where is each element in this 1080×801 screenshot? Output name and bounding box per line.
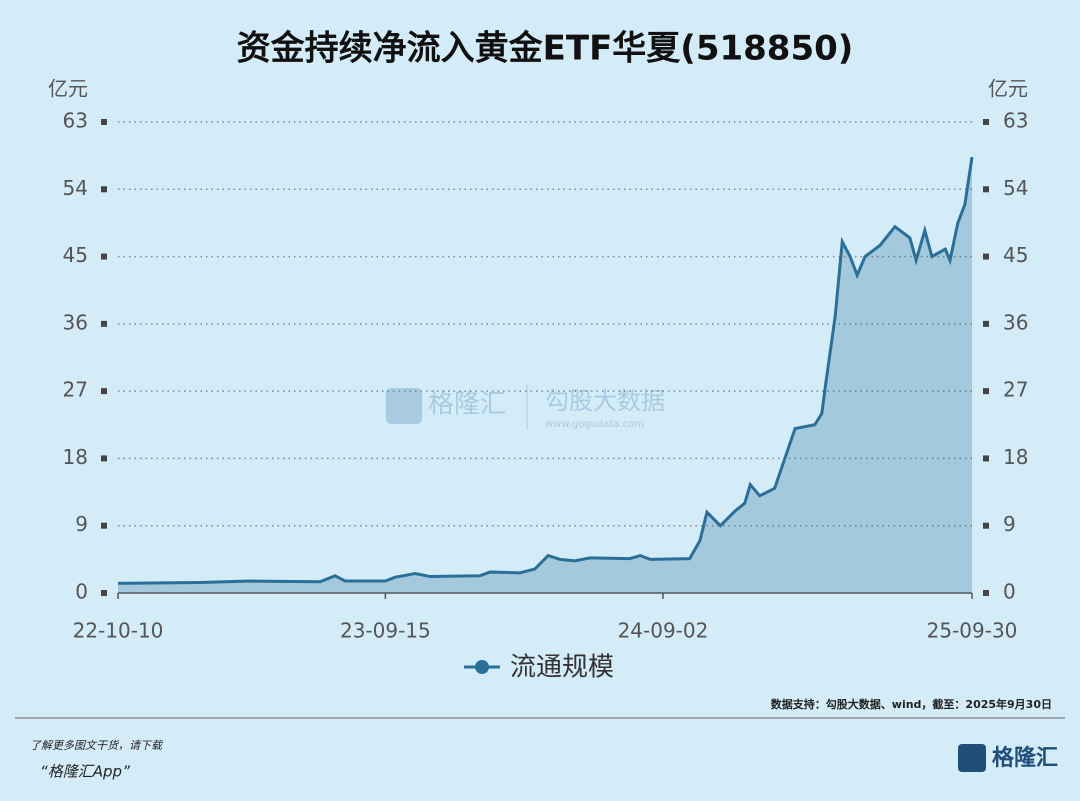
x-tick-label: 22-10-10 — [73, 619, 164, 643]
footer-band — [0, 718, 1080, 801]
y2-tick-mark — [983, 522, 989, 529]
area-fill — [118, 157, 972, 593]
x-tick-label: 25-09-30 — [927, 619, 1018, 643]
y-tick-label: 63 — [63, 109, 88, 133]
y2-tick-label: 45 — [1003, 243, 1028, 267]
legend-label: 流通规模 — [510, 653, 614, 683]
y-tick-label: 9 — [75, 512, 88, 536]
y2-tick-mark — [983, 455, 989, 462]
footer-note: 了解更多图文干货，请下载 — [30, 739, 164, 752]
y-tick-mark — [101, 253, 107, 260]
legend-marker — [475, 660, 489, 674]
watermark: 格隆汇 勾股大数据 www.gogudata.com — [386, 385, 665, 430]
watermark-url: www.gogudata.com — [545, 419, 644, 430]
x-tick-label: 23-09-15 — [340, 619, 431, 643]
footer-app: “格隆汇App” — [40, 763, 130, 781]
y2-tick-mark — [983, 119, 989, 125]
footer-logo: 格隆汇 — [992, 745, 1058, 771]
series-line — [117, 156, 974, 585]
source-note: 数据支持：勾股大数据、wind，截至：2025年9月30日 — [771, 697, 1052, 711]
watermark-icon — [386, 388, 422, 424]
y2-tick-mark — [983, 253, 989, 260]
y2-tick-mark — [983, 388, 989, 395]
y2-tick-mark — [983, 186, 989, 193]
y2-tick-mark — [983, 320, 989, 327]
y-tick-mark — [101, 119, 107, 125]
grid — [117, 121, 974, 594]
y-tick-mark — [101, 455, 107, 462]
y-tick-label: 36 — [63, 310, 88, 334]
watermark-brand: 格隆汇 — [428, 390, 506, 420]
y2-tick-mark — [983, 590, 989, 596]
y-tick-label: 27 — [63, 378, 88, 402]
y-tick-mark — [101, 388, 107, 395]
y-tick-mark — [101, 320, 107, 327]
y2-tick-label: 36 — [1003, 310, 1028, 334]
y2-tick-label: 63 — [1003, 109, 1028, 133]
y2-tick-label: 18 — [1003, 445, 1028, 469]
y-tick-mark — [101, 186, 107, 193]
y-tick-label: 0 — [75, 580, 88, 604]
y2-tick-label: 9 — [1003, 512, 1016, 536]
y2-tick-label: 0 — [1003, 580, 1016, 604]
chart-title: 资金持续净流入黄金ETF华夏(518850) — [237, 29, 854, 69]
watermark-partner: 勾股大数据 — [545, 387, 665, 415]
y-tick-label: 18 — [63, 445, 88, 469]
x-tick-label: 24-09-02 — [618, 619, 709, 643]
y-tick-mark — [101, 522, 107, 529]
y2-tick-label: 54 — [1003, 176, 1028, 200]
logo-icon — [958, 744, 986, 772]
y-tick-label: 54 — [63, 176, 88, 200]
y2-unit: 亿元 — [988, 77, 1028, 101]
y-unit: 亿元 — [48, 77, 88, 101]
y2-tick-label: 27 — [1003, 378, 1028, 402]
y-tick-mark — [101, 590, 107, 596]
y-tick-label: 45 — [63, 243, 88, 267]
